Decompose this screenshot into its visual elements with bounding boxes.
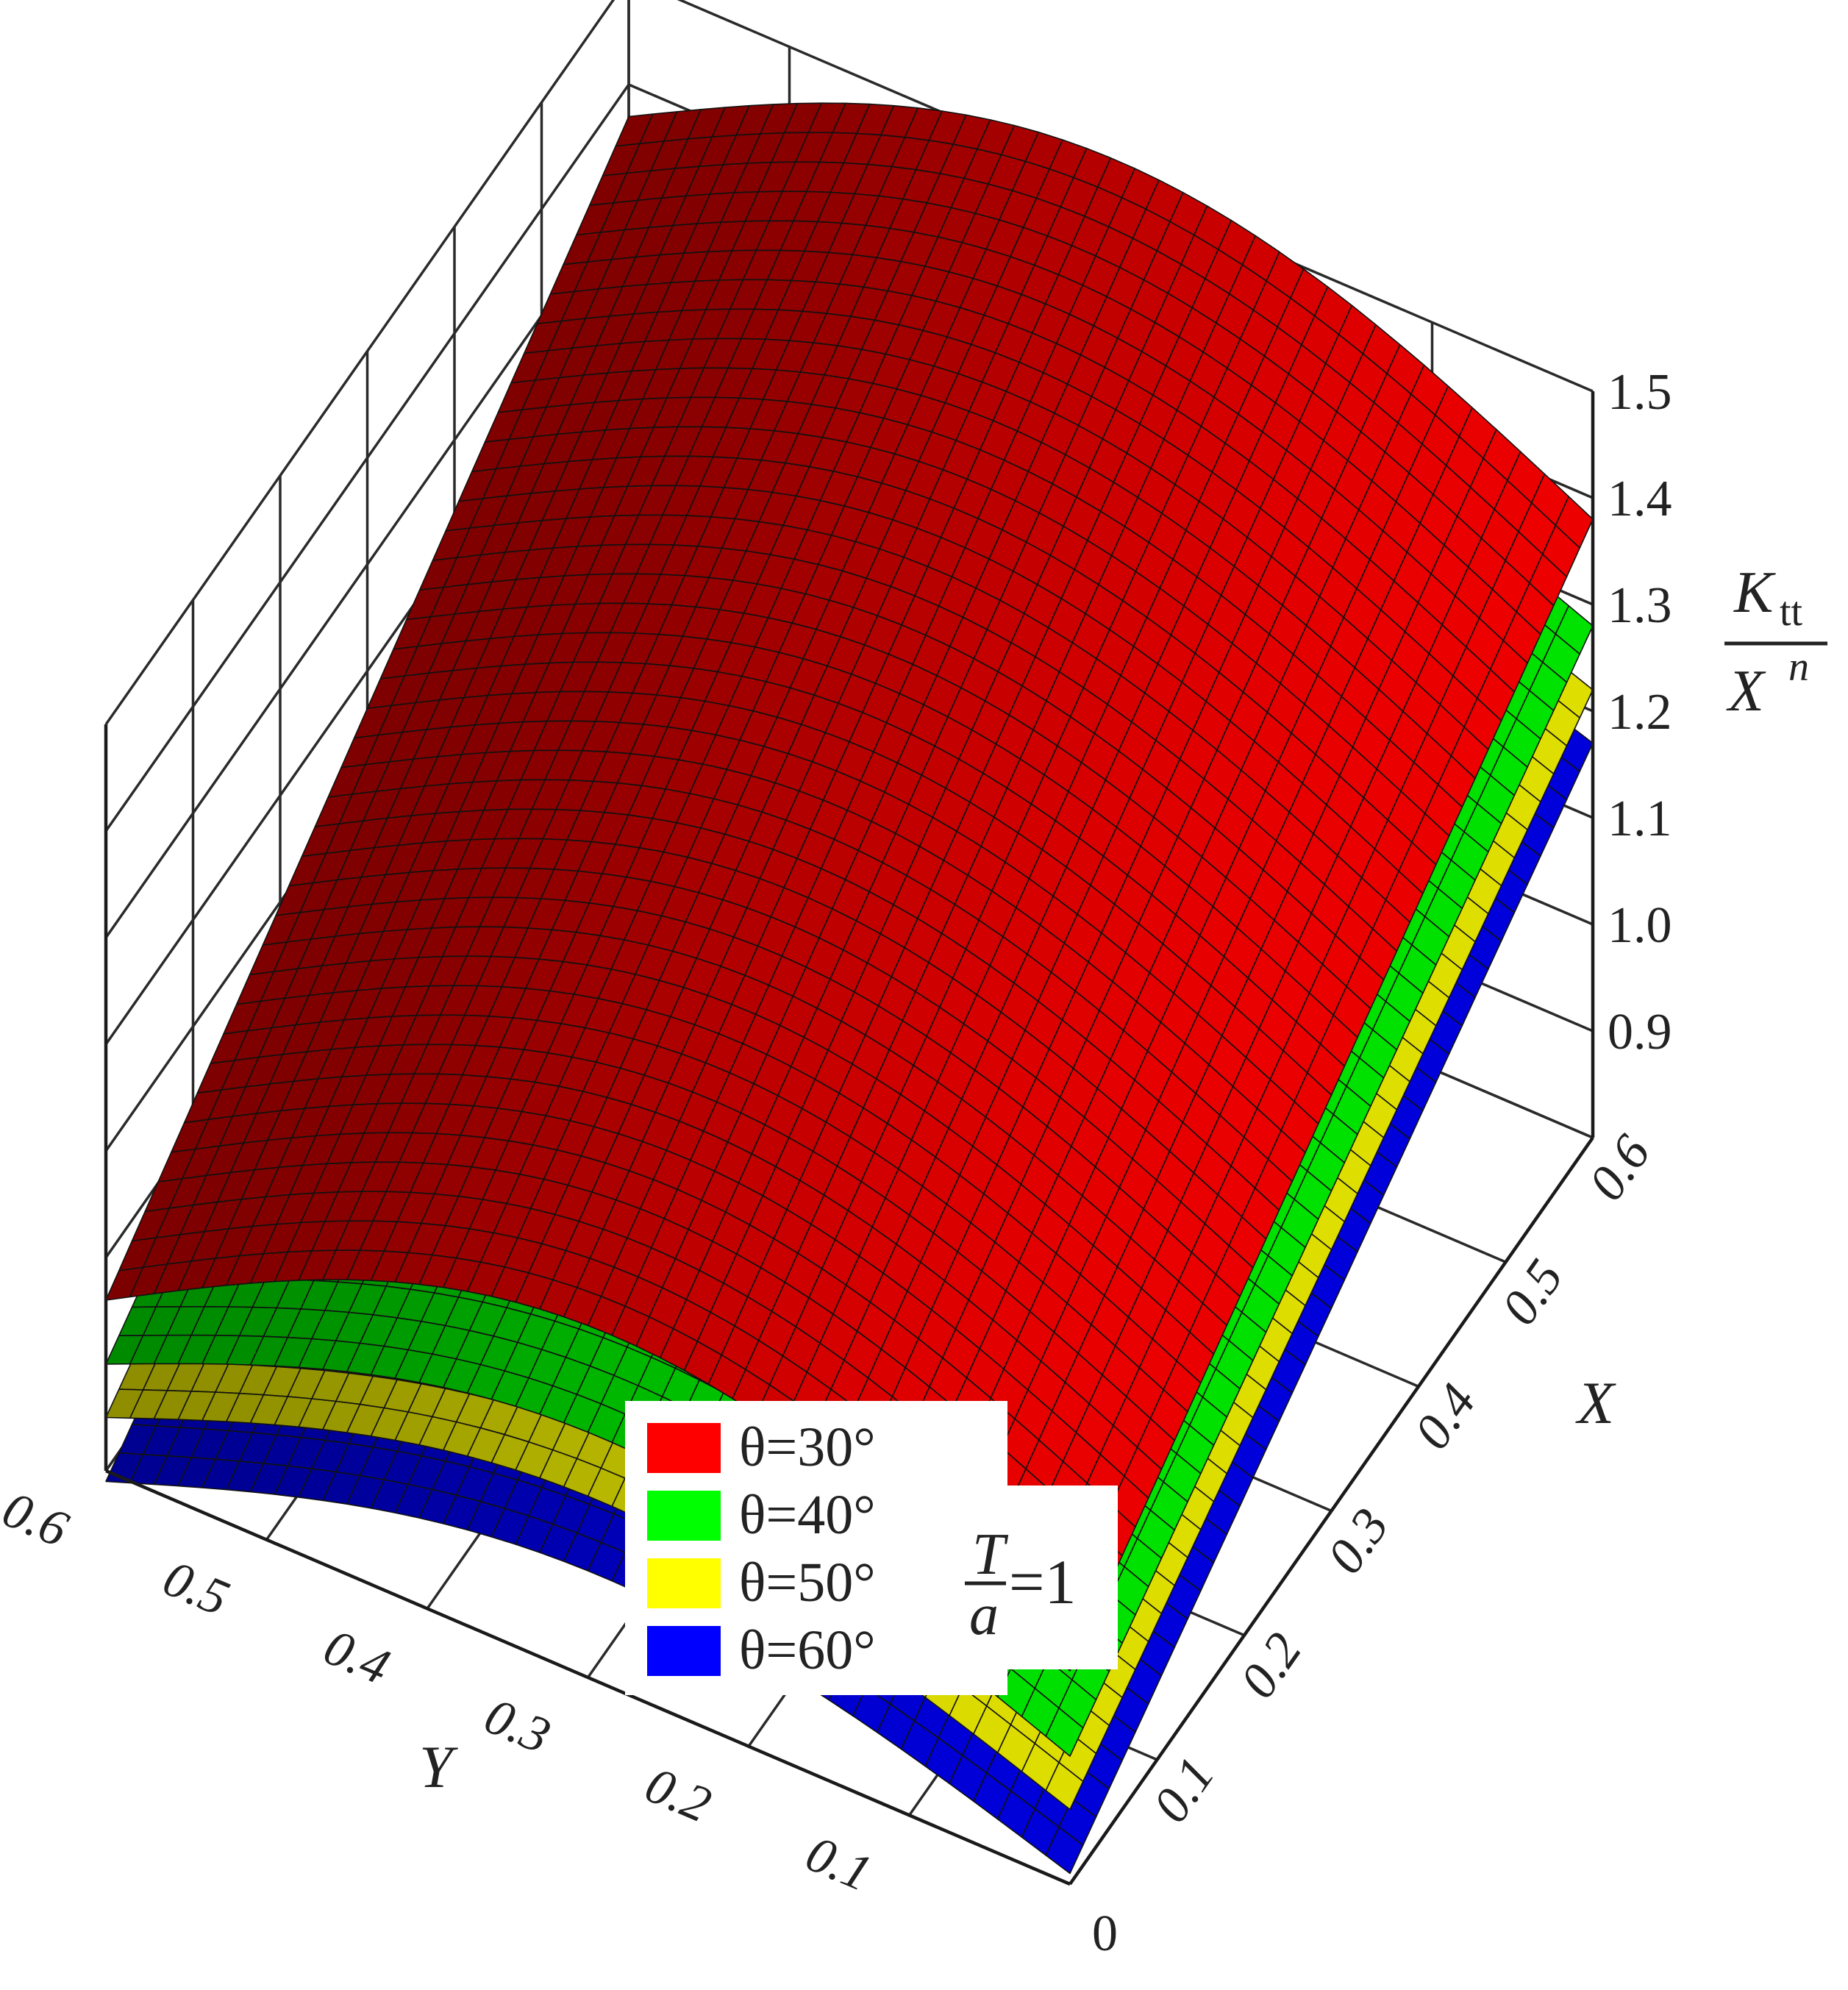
backwall-y-horizontal-6 (104, 83, 630, 832)
surface-3-cell (1045, 1826, 1084, 1875)
surface-1-cell (1045, 1707, 1084, 1757)
surface-2-cell (1045, 1761, 1084, 1811)
backwall-y-horizontal-7 (104, 0, 616, 726)
